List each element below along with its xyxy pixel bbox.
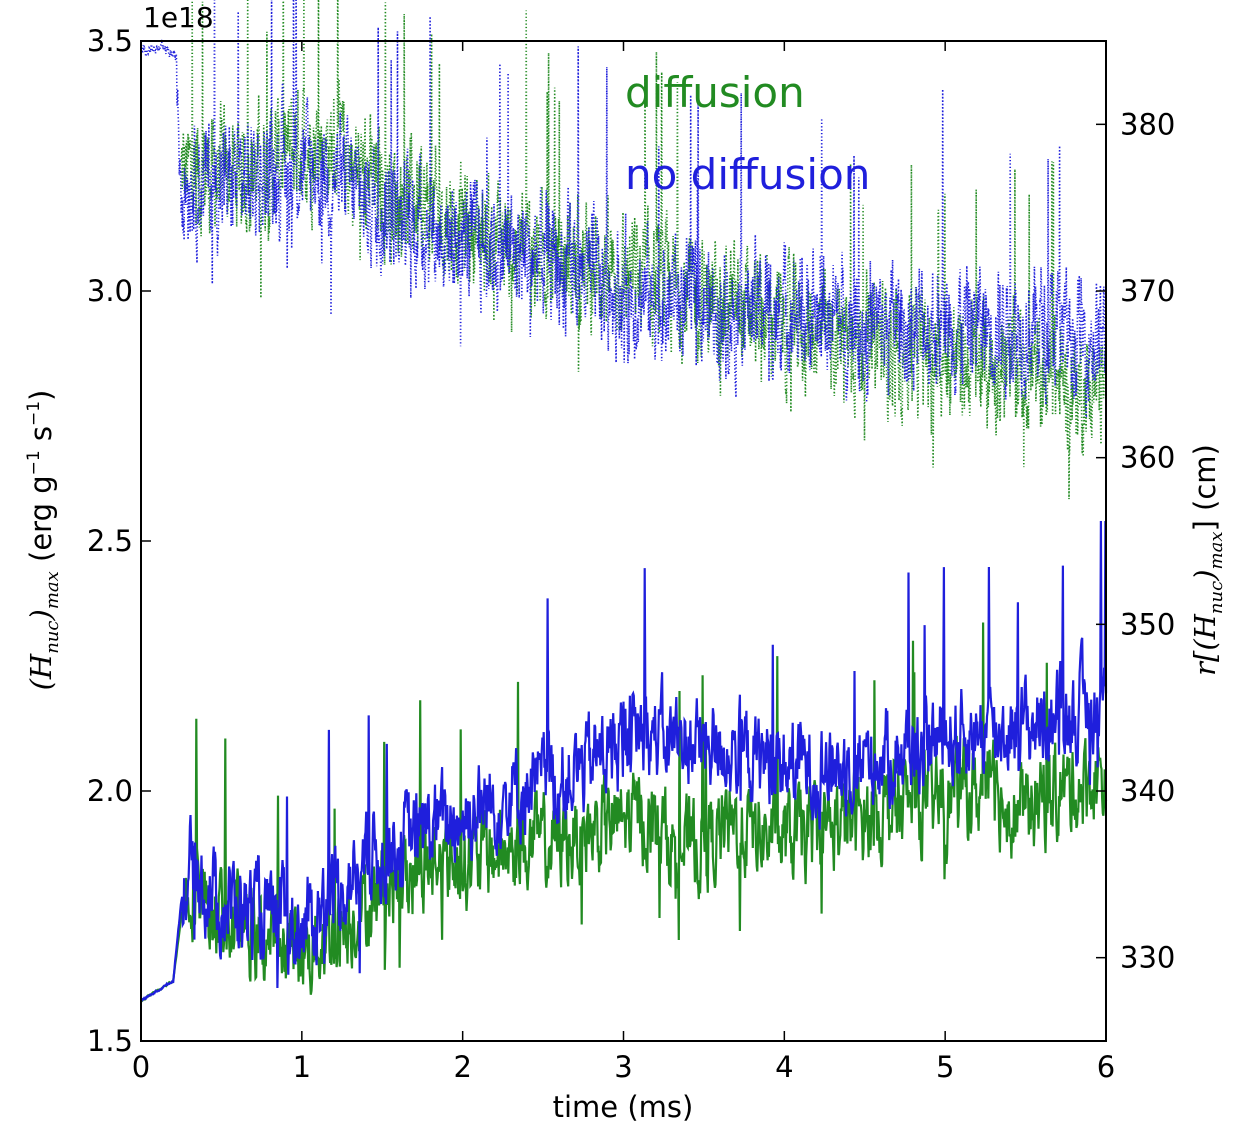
right-y-tick-label: 350 bbox=[1120, 607, 1175, 641]
left-axis-title-sup2: −1 bbox=[24, 401, 44, 426]
series-line-diffusion-left bbox=[140, 622, 1108, 1003]
svg-text:(Hnuc)max (erg g−1 s−1): (Hnuc)max (erg g−1 s−1) bbox=[24, 390, 63, 691]
right-axis-title-tail: ] (cm) bbox=[1188, 444, 1222, 531]
left-y-tick-label: 1.5 bbox=[87, 1024, 133, 1058]
right-y-tick-label: 360 bbox=[1120, 441, 1175, 475]
series-line-no-diffusion-left bbox=[139, 520, 1108, 1003]
x-tick-label: 0 bbox=[132, 1050, 150, 1084]
right-axis-title-sub: nuc bbox=[1206, 581, 1227, 614]
plot-frame bbox=[140, 40, 1107, 1042]
left-axis-title-math: (H bbox=[24, 653, 58, 690]
right-axis-title-prefix: r[(H bbox=[1188, 613, 1222, 675]
left-y-tick-label: 3.5 bbox=[87, 24, 133, 58]
x-tick-label: 2 bbox=[453, 1050, 471, 1084]
right-y-tick-label: 380 bbox=[1120, 107, 1175, 141]
x-tick-label: 6 bbox=[1097, 1050, 1115, 1084]
left-axis-title-sub2: max bbox=[42, 571, 63, 609]
x-axis-title: time (ms) bbox=[553, 1090, 694, 1124]
left-y-tick-label: 3.0 bbox=[87, 274, 133, 308]
left-y-tick-label: 2.5 bbox=[87, 524, 133, 558]
left-axis-title-sup1: −1 bbox=[24, 450, 44, 475]
x-tick-label: 4 bbox=[775, 1050, 793, 1084]
axes-layer: 0 1 2 3 4 5 6 1.5 2.0 2.5 3.0 3.5 330 340 350 360 370 380 bbox=[87, 24, 1175, 1084]
right-y-tick-label: 370 bbox=[1120, 274, 1175, 308]
legend-diffusion: diffusion bbox=[625, 68, 805, 117]
series-layer bbox=[139, 0, 1108, 1003]
right-y-tick-label: 330 bbox=[1120, 941, 1175, 975]
right-y-tick-label: 340 bbox=[1120, 774, 1175, 808]
left-axis-title-units: (erg g bbox=[24, 475, 58, 571]
svg-text:r[(Hnuc)max] (cm): r[(Hnuc)max] (cm) bbox=[1188, 444, 1227, 676]
left-axis-title-units-mid: s bbox=[24, 426, 58, 450]
x-tick-label: 3 bbox=[614, 1050, 632, 1084]
series-line-no-diffusion-right bbox=[140, 0, 1107, 418]
right-axis-title-sub2: max bbox=[1206, 532, 1227, 570]
left-axis-title-sub: nuc bbox=[42, 621, 63, 654]
right-axis-title-mid: ) bbox=[1188, 569, 1222, 581]
right-axis-title: r[(Hnuc)max] (cm) bbox=[1188, 444, 1227, 676]
left-axis-title-close: ) bbox=[24, 609, 58, 621]
legend-no-diffusion: no diffusion bbox=[625, 150, 870, 199]
left-axis-title-units-tail: ) bbox=[24, 390, 58, 401]
x-tick-label: 5 bbox=[936, 1050, 954, 1084]
x-tick-label: 1 bbox=[293, 1050, 311, 1084]
left-y-tick-label: 2.0 bbox=[87, 774, 133, 808]
y-offset-text: 1e18 bbox=[143, 1, 214, 34]
left-axis-title: (Hnuc)max (erg g−1 s−1) bbox=[24, 390, 63, 691]
